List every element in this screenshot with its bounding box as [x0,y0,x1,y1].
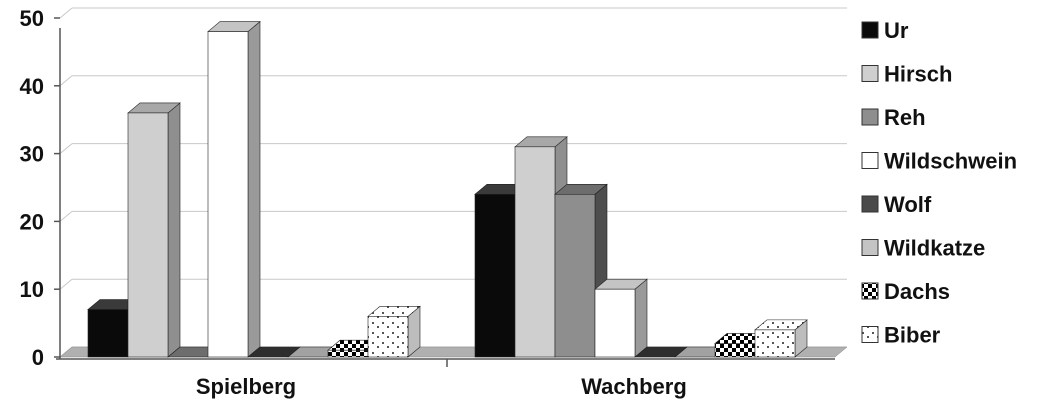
legend-swatch [861,326,879,343]
legend-item: Ur [861,18,909,43]
legend-swatch [861,239,879,256]
legend-label: Wolf [884,192,932,217]
bars [87,20,808,358]
y-tick-label: 40 [20,74,44,99]
legend-swatch [861,195,879,213]
legend-item: Wildschwein [861,149,1017,174]
gridline-connector [59,278,73,290]
legend-item: Biber [861,323,941,348]
legend-label: Wildkatze [884,236,985,261]
bar [127,102,181,358]
legend-swatch [861,108,879,126]
legend-label: Biber [884,323,941,348]
legend-item: Reh [861,105,926,130]
gridlines [59,7,847,358]
y-tick-labels: 0 10 20 30 40 50 [20,6,44,370]
y-tick-label: 50 [20,6,44,31]
y-tick-label: 20 [20,209,44,234]
legend: Ur Hirsch Reh Wildschwein Wolf Wildkatze Dachs… [861,18,1017,348]
legend-label: Hirsch [884,62,952,87]
bar [594,278,648,358]
bar [207,20,261,358]
legend-item: Wolf [861,192,932,217]
legend-swatch [861,152,879,169]
legend-label: Dachs [884,279,950,304]
legend-swatch [861,65,879,82]
y-tick-label: 10 [20,277,44,302]
legend-item: Wildkatze [861,236,985,261]
y-tick-label: 30 [20,142,44,167]
legend-item: Hirsch [861,62,952,87]
category-label: Wachberg [581,374,687,399]
bar [367,305,421,358]
legend-item: Dachs [861,279,950,304]
legend-swatch [861,21,879,39]
y-tick-label: 0 [32,345,44,370]
gridline-connector [59,75,73,87]
legend-swatch [861,282,879,300]
legend-label: Reh [884,105,926,130]
category-labels: Spielberg Wachberg [196,374,687,399]
gridline-connector [59,143,73,154]
category-label: Spielberg [196,374,296,399]
legend-label: Ur [884,18,909,43]
gridline-connector [59,7,73,19]
bar [754,319,808,358]
legend-label: Wildschwein [884,149,1017,174]
gridline-connector [59,211,73,222]
